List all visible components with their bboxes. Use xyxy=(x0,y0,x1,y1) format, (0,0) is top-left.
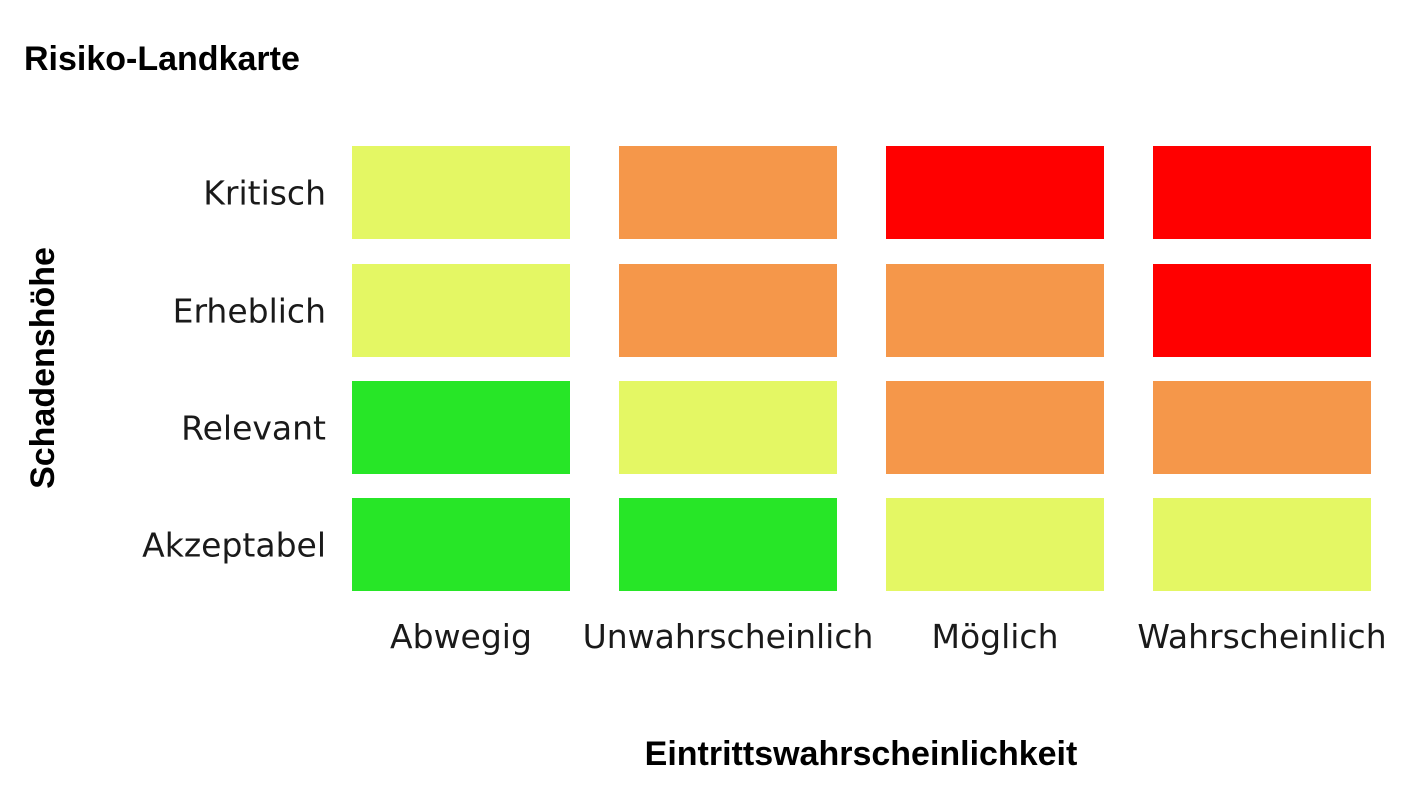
cell-0-0 xyxy=(352,146,570,239)
cell-0-3 xyxy=(1153,146,1371,239)
cell-0-1 xyxy=(619,146,837,239)
x-tick-label: Wahrscheinlich xyxy=(1137,617,1386,656)
x-tick-labels: Abwegig Unwahrscheinlich Möglich Wahrschein… xyxy=(390,617,1387,656)
cell-1-0 xyxy=(352,264,570,357)
x-axis-title: Eintrittswahrscheinlichkeit xyxy=(645,735,1078,773)
cell-1-2 xyxy=(886,264,1104,357)
cell-3-1 xyxy=(619,498,837,591)
cell-0-2 xyxy=(886,146,1104,239)
cell-2-1 xyxy=(619,381,837,474)
y-axis-title: Schadenshöhe xyxy=(24,247,62,489)
cell-3-0 xyxy=(352,498,570,591)
cell-2-0 xyxy=(352,381,570,474)
cell-2-3 xyxy=(1153,381,1371,474)
y-tick-label: Kritisch xyxy=(203,174,326,213)
x-tick-label: Möglich xyxy=(931,617,1058,656)
cell-1-1 xyxy=(619,264,837,357)
x-tick-label: Abwegig xyxy=(390,617,532,656)
heatmap-cells xyxy=(352,146,1371,591)
x-tick-label: Unwahrscheinlich xyxy=(583,617,874,656)
cell-3-2 xyxy=(886,498,1104,591)
y-tick-label: Akzeptabel xyxy=(142,526,326,565)
cell-2-2 xyxy=(886,381,1104,474)
y-tick-labels: Kritisch Erheblich Relevant Akzeptabel xyxy=(142,174,326,565)
cell-3-3 xyxy=(1153,498,1371,591)
y-tick-label: Relevant xyxy=(181,409,326,448)
cell-1-3 xyxy=(1153,264,1371,357)
y-tick-label: Erheblich xyxy=(173,292,326,331)
chart-title: Risiko-Landkarte xyxy=(24,40,300,78)
